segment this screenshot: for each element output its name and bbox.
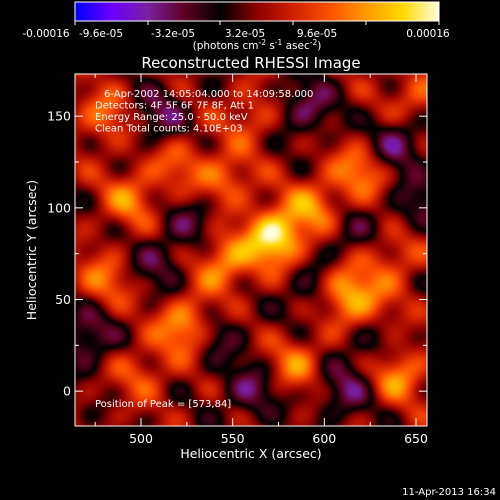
x-tick-label: 500 (129, 431, 153, 446)
y-axis-label: Heliocentric Y (arcsec) (24, 180, 39, 320)
colorbar-tick-label: 0.00016 (406, 28, 450, 40)
y-tick-label: 50 (55, 292, 71, 307)
colorbar-tick-label: 3.2e-05 (225, 28, 265, 40)
y-tick-label: 0 (63, 384, 71, 399)
plot-frame (74, 73, 428, 427)
colorbar: -0.00016 -9.6e-05 -3.2e-05 3.2e-05 9.6e-05 0.… (22, 1, 450, 52)
info-annotations: 6-Apr-2002 14:05:04.000 to 14:09:58.000D… (95, 89, 313, 135)
timestamp: 11-Apr-2013 16:34 (402, 487, 496, 498)
y-tick-label: 150 (47, 109, 71, 124)
colorbar-tick-label: 9.6e-05 (297, 28, 337, 40)
x-axis-label: Heliocentric X (arcsec) (180, 446, 321, 461)
colorbar-tick-label: -9.6e-05 (79, 28, 123, 40)
colorbar-tick-label: -0.00016 (22, 28, 70, 40)
info-line: 6-Apr-2002 14:05:04.000 to 14:09:58.000 (104, 89, 313, 100)
colorbar-strip (74, 1, 440, 22)
x-tick-label: 550 (221, 431, 245, 446)
colorbar-tick-label: -3.2e-05 (151, 28, 195, 40)
info-line: Clean Total counts: 4.10E+03 (95, 124, 243, 135)
colorbar-ticks: -0.00016 -9.6e-05 -3.2e-05 3.2e-05 9.6e-05 0.… (22, 21, 450, 40)
x-tick-label: 600 (312, 431, 336, 446)
info-line: Detectors: 4F 5F 6F 7F 8F, Att 1 (95, 101, 254, 112)
colorbar-units: (photons cm-2 s-1 asec-2) (193, 38, 322, 52)
heatmap-image (75, 74, 427, 426)
heatmap (75, 74, 427, 426)
x-axis: 500 550 600 650 (94, 74, 428, 446)
info-line: Energy Range: 25.0 - 50.0 keV (95, 112, 248, 123)
y-axis: 0 50 100 150 (47, 109, 427, 399)
y-tick-label: 100 (47, 200, 71, 215)
peak-position-label: Position of Peak = [573,84] (95, 399, 231, 410)
x-tick-label: 650 (404, 431, 428, 446)
chart-title: Reconstructed RHESSI Image (141, 54, 360, 72)
